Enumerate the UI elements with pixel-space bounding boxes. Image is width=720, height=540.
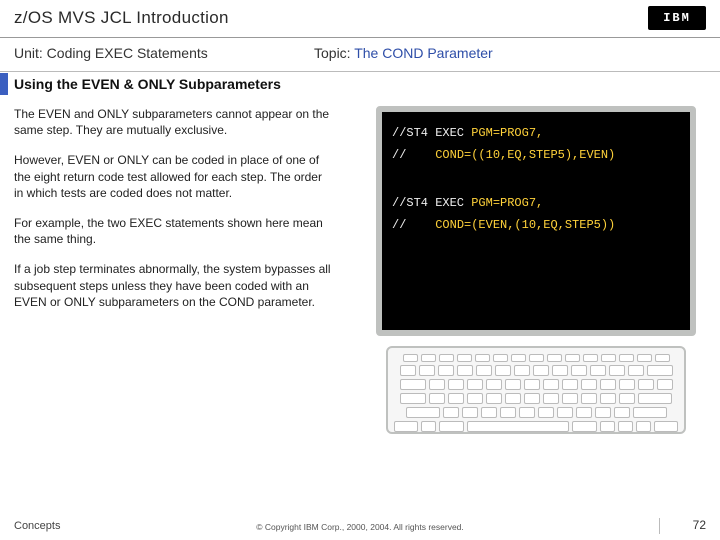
paragraph-4: If a job step terminates abnormally, the…: [14, 261, 334, 310]
code-highlight: PGM=PROG7,: [471, 126, 543, 140]
topic: Topic: The COND Parameter: [314, 45, 493, 71]
paragraph-2: However, EVEN or ONLY can be coded in pl…: [14, 152, 334, 201]
slide: z/OS MVS JCL Introduction IBM Unit: Codi…: [0, 0, 720, 540]
presentation-title: z/OS MVS JCL Introduction: [14, 8, 706, 28]
keyboard-row: [394, 379, 678, 390]
terminal-illustration: //ST4 EXEC PGM=PROG7, // COND=((10,EQ,ST…: [366, 106, 706, 434]
code-line-1: //ST4 EXEC PGM=PROG7,: [392, 126, 680, 140]
terminal-screen: //ST4 EXEC PGM=PROG7, // COND=((10,EQ,ST…: [376, 106, 696, 336]
keyboard-row: [394, 421, 678, 432]
footer-copyright: © Copyright IBM Corp., 2000, 2004. All r…: [0, 522, 720, 532]
keyboard-illustration: [386, 346, 686, 434]
code-highlight: COND=((10,EQ,STEP5),EVEN): [435, 148, 615, 162]
paragraph-1: The EVEN and ONLY subparameters cannot a…: [14, 106, 334, 138]
code-gap: [392, 170, 680, 196]
code-line-3: //ST4 EXEC PGM=PROG7,: [392, 196, 680, 210]
slide-body: The EVEN and ONLY subparameters cannot a…: [14, 106, 706, 500]
footer: Concepts © Copyright IBM Corp., 2000, 20…: [0, 512, 720, 540]
ibm-logo: IBM: [648, 6, 706, 30]
keyboard-row: [394, 407, 678, 418]
keyboard-row: [394, 393, 678, 404]
ibm-logo-text: IBM: [663, 11, 691, 25]
sub-title-bar: Unit: Coding EXEC Statements Topic: The …: [0, 38, 720, 72]
unit-label: Unit: Coding EXEC Statements: [14, 45, 314, 71]
code-prefix: //: [392, 148, 435, 162]
page-number: 72: [693, 518, 706, 532]
code-line-4: // COND=(EVEN,(10,EQ,STEP5)): [392, 218, 680, 232]
text-column: The EVEN and ONLY subparameters cannot a…: [14, 106, 334, 310]
code-prefix: //ST4 EXEC: [392, 126, 471, 140]
footer-divider: [659, 518, 660, 534]
code-highlight: PGM=PROG7,: [471, 196, 543, 210]
paragraph-3: For example, the two EXEC statements sho…: [14, 215, 334, 247]
slide-heading: Using the EVEN & ONLY Subparameters: [14, 76, 281, 92]
keyboard-row: [394, 365, 678, 376]
code-prefix: //ST4 EXEC: [392, 196, 471, 210]
title-bar: z/OS MVS JCL Introduction IBM: [0, 0, 720, 38]
code-highlight: COND=(EVEN,(10,EQ,STEP5)): [435, 218, 615, 232]
keyboard-row: [394, 354, 678, 362]
topic-label: Topic:: [314, 45, 354, 61]
code-line-2: // COND=((10,EQ,STEP5),EVEN): [392, 148, 680, 162]
accent-bar: [0, 73, 8, 95]
topic-value: The COND Parameter: [354, 45, 492, 61]
code-prefix: //: [392, 218, 435, 232]
